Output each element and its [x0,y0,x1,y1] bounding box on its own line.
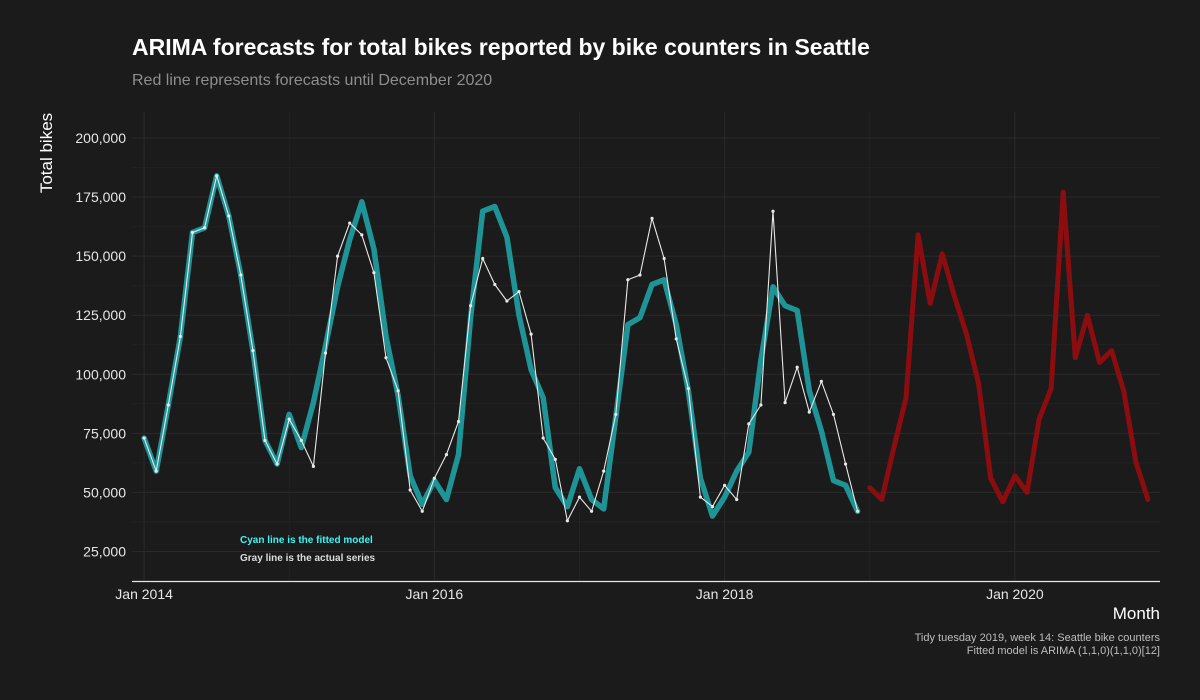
y-axis-title: Total bikes [37,113,56,193]
actual-series-point [154,469,158,473]
x-tick-label: Jan 2020 [986,586,1044,602]
y-tick-label: 100,000 [75,366,126,382]
x-axis-title: Month [1113,604,1160,623]
major-gridlines [132,112,1160,581]
x-tick-label: Jan 2014 [115,586,173,602]
actual-series-point [589,509,594,513]
actual-series-point [674,337,678,341]
actual-series-point [287,417,291,421]
actual-series-point [602,469,606,473]
actual-series-point [614,412,618,417]
actual-series-point [263,438,267,443]
minor-gridlines [132,112,1160,581]
y-tick-label: 125,000 [75,307,126,323]
y-tick-label: 25,000 [83,543,126,559]
y-tick-label: 150,000 [75,248,126,264]
actual-series-point [190,230,195,235]
y-tick-label: 200,000 [75,130,126,146]
actual-series-point [662,256,666,261]
actual-series-point [384,356,388,360]
actual-series-point [202,226,207,230]
annotation-fitted: Cyan line is the fitted model [240,535,373,546]
actual-series-point [807,410,811,414]
caption-line-1: Tidy tuesday 2019, week 14: Seattle bike… [914,632,1160,644]
actual-series-point [735,497,739,502]
chart-title: ARIMA forecasts for total bikes reported… [132,34,870,60]
x-tick-label: Jan 2018 [696,586,754,602]
actual-series-point [336,254,340,258]
actual-series-point [747,422,751,426]
y-tick-label: 175,000 [75,189,126,205]
actual-series-point [686,386,690,391]
actual-series-point [795,365,799,369]
actual-series-point [529,332,533,336]
actual-series-point [469,304,473,308]
actual-series-point [577,495,582,499]
actual-series-point [323,351,328,355]
actual-series-point [360,233,364,237]
actual-series-point [481,256,485,261]
actual-series-point [723,483,727,487]
actual-series-point [759,403,763,407]
actual-series-point [239,273,243,277]
actual-series-point [638,273,642,277]
actual-series-point [215,174,219,178]
actual-series-point [142,436,146,440]
actual-series-point [420,509,424,513]
actual-series-point [311,464,316,469]
actual-series-line [143,175,859,522]
actual-series-point [505,299,509,303]
y-tick-label: 75,000 [83,425,126,441]
actual-series-point [348,221,352,225]
actual-series-point [843,462,848,466]
forecast-series-line [867,189,1151,505]
y-tick-label: 50,000 [83,484,126,500]
caption: Tidy tuesday 2019, week 14: Seattle bike… [915,632,1160,658]
actual-series-point [698,495,703,499]
actual-series-point [408,488,412,492]
actual-series-point [856,509,860,513]
x-tick-label: Jan 2016 [406,586,464,602]
actual-series-point [251,349,255,353]
actual-series-point [396,389,400,393]
actual-series-point [166,403,170,407]
actual-series-point [565,519,569,523]
actual-series-point [650,216,654,220]
actual-series-point [819,379,823,383]
actual-series-point [831,412,836,417]
actual-series-point [553,457,557,461]
actual-series-point [275,462,279,466]
actual-series-point [456,419,461,424]
actual-series-point [372,271,376,275]
caption-line-2: Fitted model is ARIMA (1,1,0)(1,1,0)[12] [966,645,1160,657]
actual-series-point [626,278,630,282]
actual-series-point [299,438,303,443]
actual-series-point [432,476,436,480]
actual-series-point [517,289,521,294]
actual-series-point [771,209,775,213]
actual-series-point [444,452,449,457]
series-layer [141,173,1151,523]
actual-series-point [783,401,787,405]
y-axis-tick-labels: 25,000 50,000 75,000 100,000 125,000 150,000 1… [75,130,126,559]
annotation-actual: Gray line is the actual series [240,553,376,564]
actual-series-point [227,214,231,218]
actual-series-point [178,334,182,339]
actual-series-point [541,436,545,440]
chart-subtitle: Red line represents forecasts until Dece… [132,72,493,89]
actual-series-point [710,504,715,509]
actual-series-point [493,282,497,287]
x-axis-tick-labels: Jan 2014 Jan 2016 Jan 2018 Jan 2020 [115,586,1044,602]
